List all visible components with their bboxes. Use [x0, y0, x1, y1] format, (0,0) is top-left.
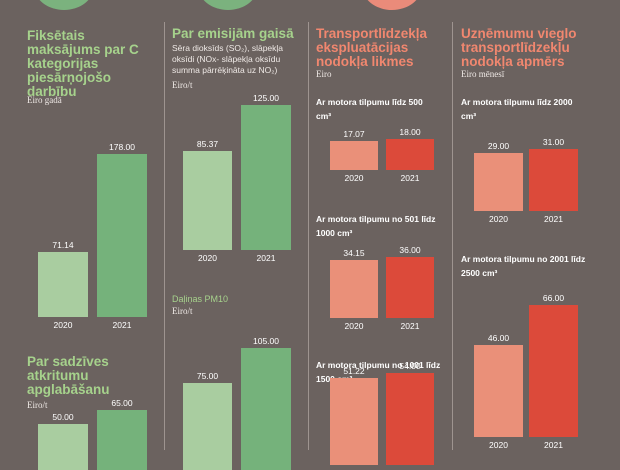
chart-8-category-label-2021: 2021 — [544, 214, 563, 224]
col4-title: Uzņēmumu vieglo transportlīdzekļu nodokļ… — [461, 26, 577, 69]
chart-7-value-label-2020: 51.22 — [343, 365, 365, 376]
chart-6-bar-2021 — [386, 256, 434, 318]
chart-3-bar-2020 — [183, 150, 232, 250]
chart-3-bar-2021 — [241, 105, 291, 250]
chart-9-value-label-2021: 66.00 — [542, 293, 565, 303]
chart-2-bar-2020 — [38, 424, 88, 470]
column-separator-2 — [308, 22, 309, 450]
col1-unit: Eiro gadā — [27, 95, 62, 105]
decor-circle-green-2 — [198, 0, 258, 10]
chart-3-category-label-2020: 2020 — [198, 253, 217, 263]
chart-8-category-label-2020: 2020 — [489, 214, 508, 224]
chart-5-category-label-2021: 2021 — [400, 173, 420, 183]
chart-1-value-label-2021: 178.00 — [109, 141, 135, 152]
col3-title: Transportlīdzekļa ekspluatācijas nodokļa… — [316, 26, 428, 69]
col1-unit2: Eiro/t — [27, 400, 48, 410]
col3-unit: Eiro — [316, 69, 332, 79]
chart-8-value-label-2020: 29.00 — [487, 141, 510, 151]
col2-title: Par emisijām gaisā — [172, 26, 294, 41]
chart-8-value-label-2021: 31.00 — [542, 137, 565, 147]
col3-label-1: Ar motora tilpumu līdz 500 cm³ — [316, 97, 423, 121]
chart-4-bar-2021 — [241, 348, 291, 470]
chart-2-value-label-2020: 50.00 — [52, 412, 74, 423]
col2-unit2: Eiro/t — [172, 306, 193, 316]
chart-1-value-label-2020: 71.14 — [52, 239, 74, 250]
chart-5-value-label-2021: 18.00 — [399, 127, 421, 138]
chart-3-value-label-2020: 85.37 — [196, 138, 219, 149]
chart-9-bar-2021 — [529, 305, 578, 437]
col2-unit: Eiro/t — [172, 80, 193, 90]
col2-sub: Sēra dioksīds (SO₂), slāpekļa oksīdi (NO… — [172, 43, 284, 75]
col4-unit: Eiro mēnesī — [461, 69, 505, 79]
decor-circle-red — [362, 0, 422, 10]
chart-5-category-label-2020: 2020 — [344, 173, 364, 183]
decor-circle-green-1 — [34, 0, 94, 10]
chart-6-value-label-2020: 34.15 — [343, 247, 365, 258]
chart-4-value-label-2020: 75.00 — [196, 371, 219, 381]
chart-7-bar-2020 — [330, 377, 378, 465]
chart-5-bar-2021 — [386, 139, 434, 170]
chart-9-value-label-2020: 46.00 — [487, 333, 510, 343]
col3-label-2: Ar motora tilpumu no 501 līdz 1000 cm³ — [316, 214, 436, 238]
chart-8-bar-2021 — [529, 149, 578, 211]
col1-title2: Par sadzīves atkritumu apglabāšanu — [27, 354, 110, 397]
chart-5-value-label-2020: 17.07 — [343, 128, 365, 139]
chart-2-value-label-2021: 65.00 — [111, 398, 133, 409]
chart-9-bar-2020 — [474, 345, 523, 437]
chart-1-bar-2020 — [38, 251, 88, 317]
chart-1-category-label-2021: 2021 — [112, 320, 132, 330]
column-separator-3 — [452, 22, 453, 450]
chart-4-value-label-2021: 105.00 — [253, 336, 279, 347]
chart-5-bar-2020 — [330, 140, 378, 170]
column-separator-1 — [164, 22, 165, 450]
chart-2-bar-2021 — [97, 410, 147, 470]
col2-sub2: Daļiņas PM10 — [172, 294, 229, 304]
col4-label-2: Ar motora tilpumu no 2001 līdz 2500 cm³ — [461, 254, 586, 278]
col1-title: Fiksētais maksājums par C kategorijas pi… — [27, 28, 139, 99]
chart-9-category-label-2021: 2021 — [544, 440, 563, 450]
chart-6-category-label-2021: 2021 — [400, 321, 420, 331]
chart-6-value-label-2021: 36.00 — [399, 244, 421, 255]
chart-9-category-label-2020: 2020 — [489, 440, 508, 450]
chart-6-bar-2020 — [330, 259, 378, 318]
chart-7-bar-2021 — [386, 373, 434, 465]
col4-label-1: Ar motora tilpumu līdz 2000 cm³ — [461, 97, 573, 121]
chart-4-bar-2020 — [183, 383, 232, 470]
chart-3-value-label-2021: 125.00 — [253, 93, 279, 103]
chart-3-category-label-2021: 2021 — [256, 253, 276, 263]
chart-6-category-label-2020: 2020 — [344, 321, 364, 331]
chart-1-category-label-2020: 2020 — [53, 320, 73, 330]
chart-8-bar-2020 — [474, 153, 523, 211]
chart-7-value-label-2021: 54.00 — [399, 361, 421, 372]
chart-1-bar-2021 — [97, 153, 147, 317]
